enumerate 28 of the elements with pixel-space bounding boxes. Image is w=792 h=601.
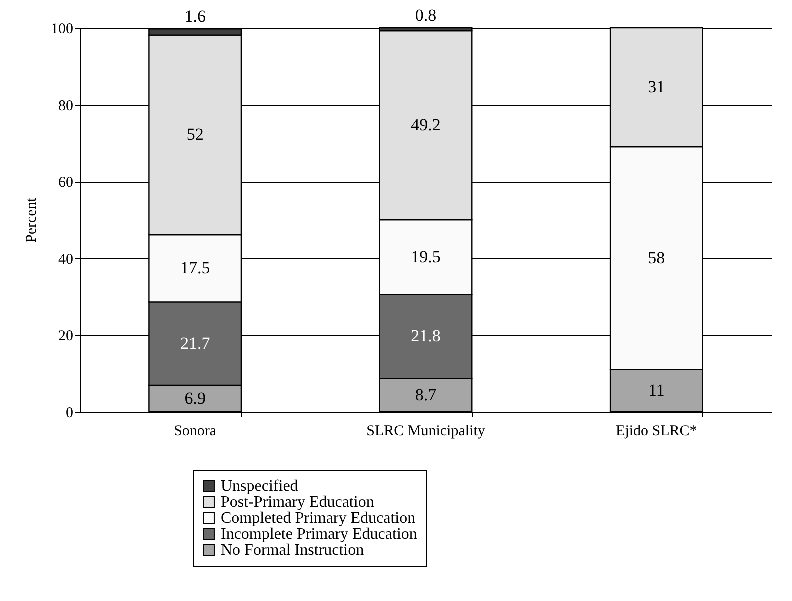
data-label: 6.9 <box>184 388 206 408</box>
y-tick-label: 20 <box>58 328 74 345</box>
data-label: 49.2 <box>411 116 441 135</box>
data-label: 21.7 <box>180 334 211 353</box>
y-tick-label: 80 <box>58 98 74 114</box>
data-label: 52 <box>186 125 204 144</box>
x-tick-label: SLRC Municipality <box>366 424 486 440</box>
data-label: 58 <box>648 248 666 268</box>
data-label: 1.6 <box>184 7 206 26</box>
y-tick-label: 40 <box>58 252 74 268</box>
data-label: 19.5 <box>411 247 441 266</box>
x-tick-label: Sonora <box>174 424 217 440</box>
data-label: 21.8 <box>411 326 441 346</box>
y-tick-label: 60 <box>58 175 74 192</box>
legend-label: No Formal Instruction <box>221 542 364 559</box>
legend-label: Post-Primary Education <box>221 494 374 511</box>
legend-label: Completed Primary Education <box>221 510 416 527</box>
data-label: 8.7 <box>415 385 438 404</box>
y-tick-label: 100 <box>51 22 74 38</box>
y-axis-title: Percent <box>24 197 40 243</box>
legend-label: Incomplete Primary Education <box>221 526 418 543</box>
data-label: 11 <box>648 380 665 400</box>
data-label: 31 <box>648 78 666 97</box>
legend-label: Unspecified <box>221 478 298 495</box>
y-tick-label: 0 <box>66 406 74 422</box>
x-tick-label: Ejido SLRC* <box>616 424 698 440</box>
data-label: 17.5 <box>180 258 210 278</box>
data-label: 0.8 <box>415 6 437 25</box>
